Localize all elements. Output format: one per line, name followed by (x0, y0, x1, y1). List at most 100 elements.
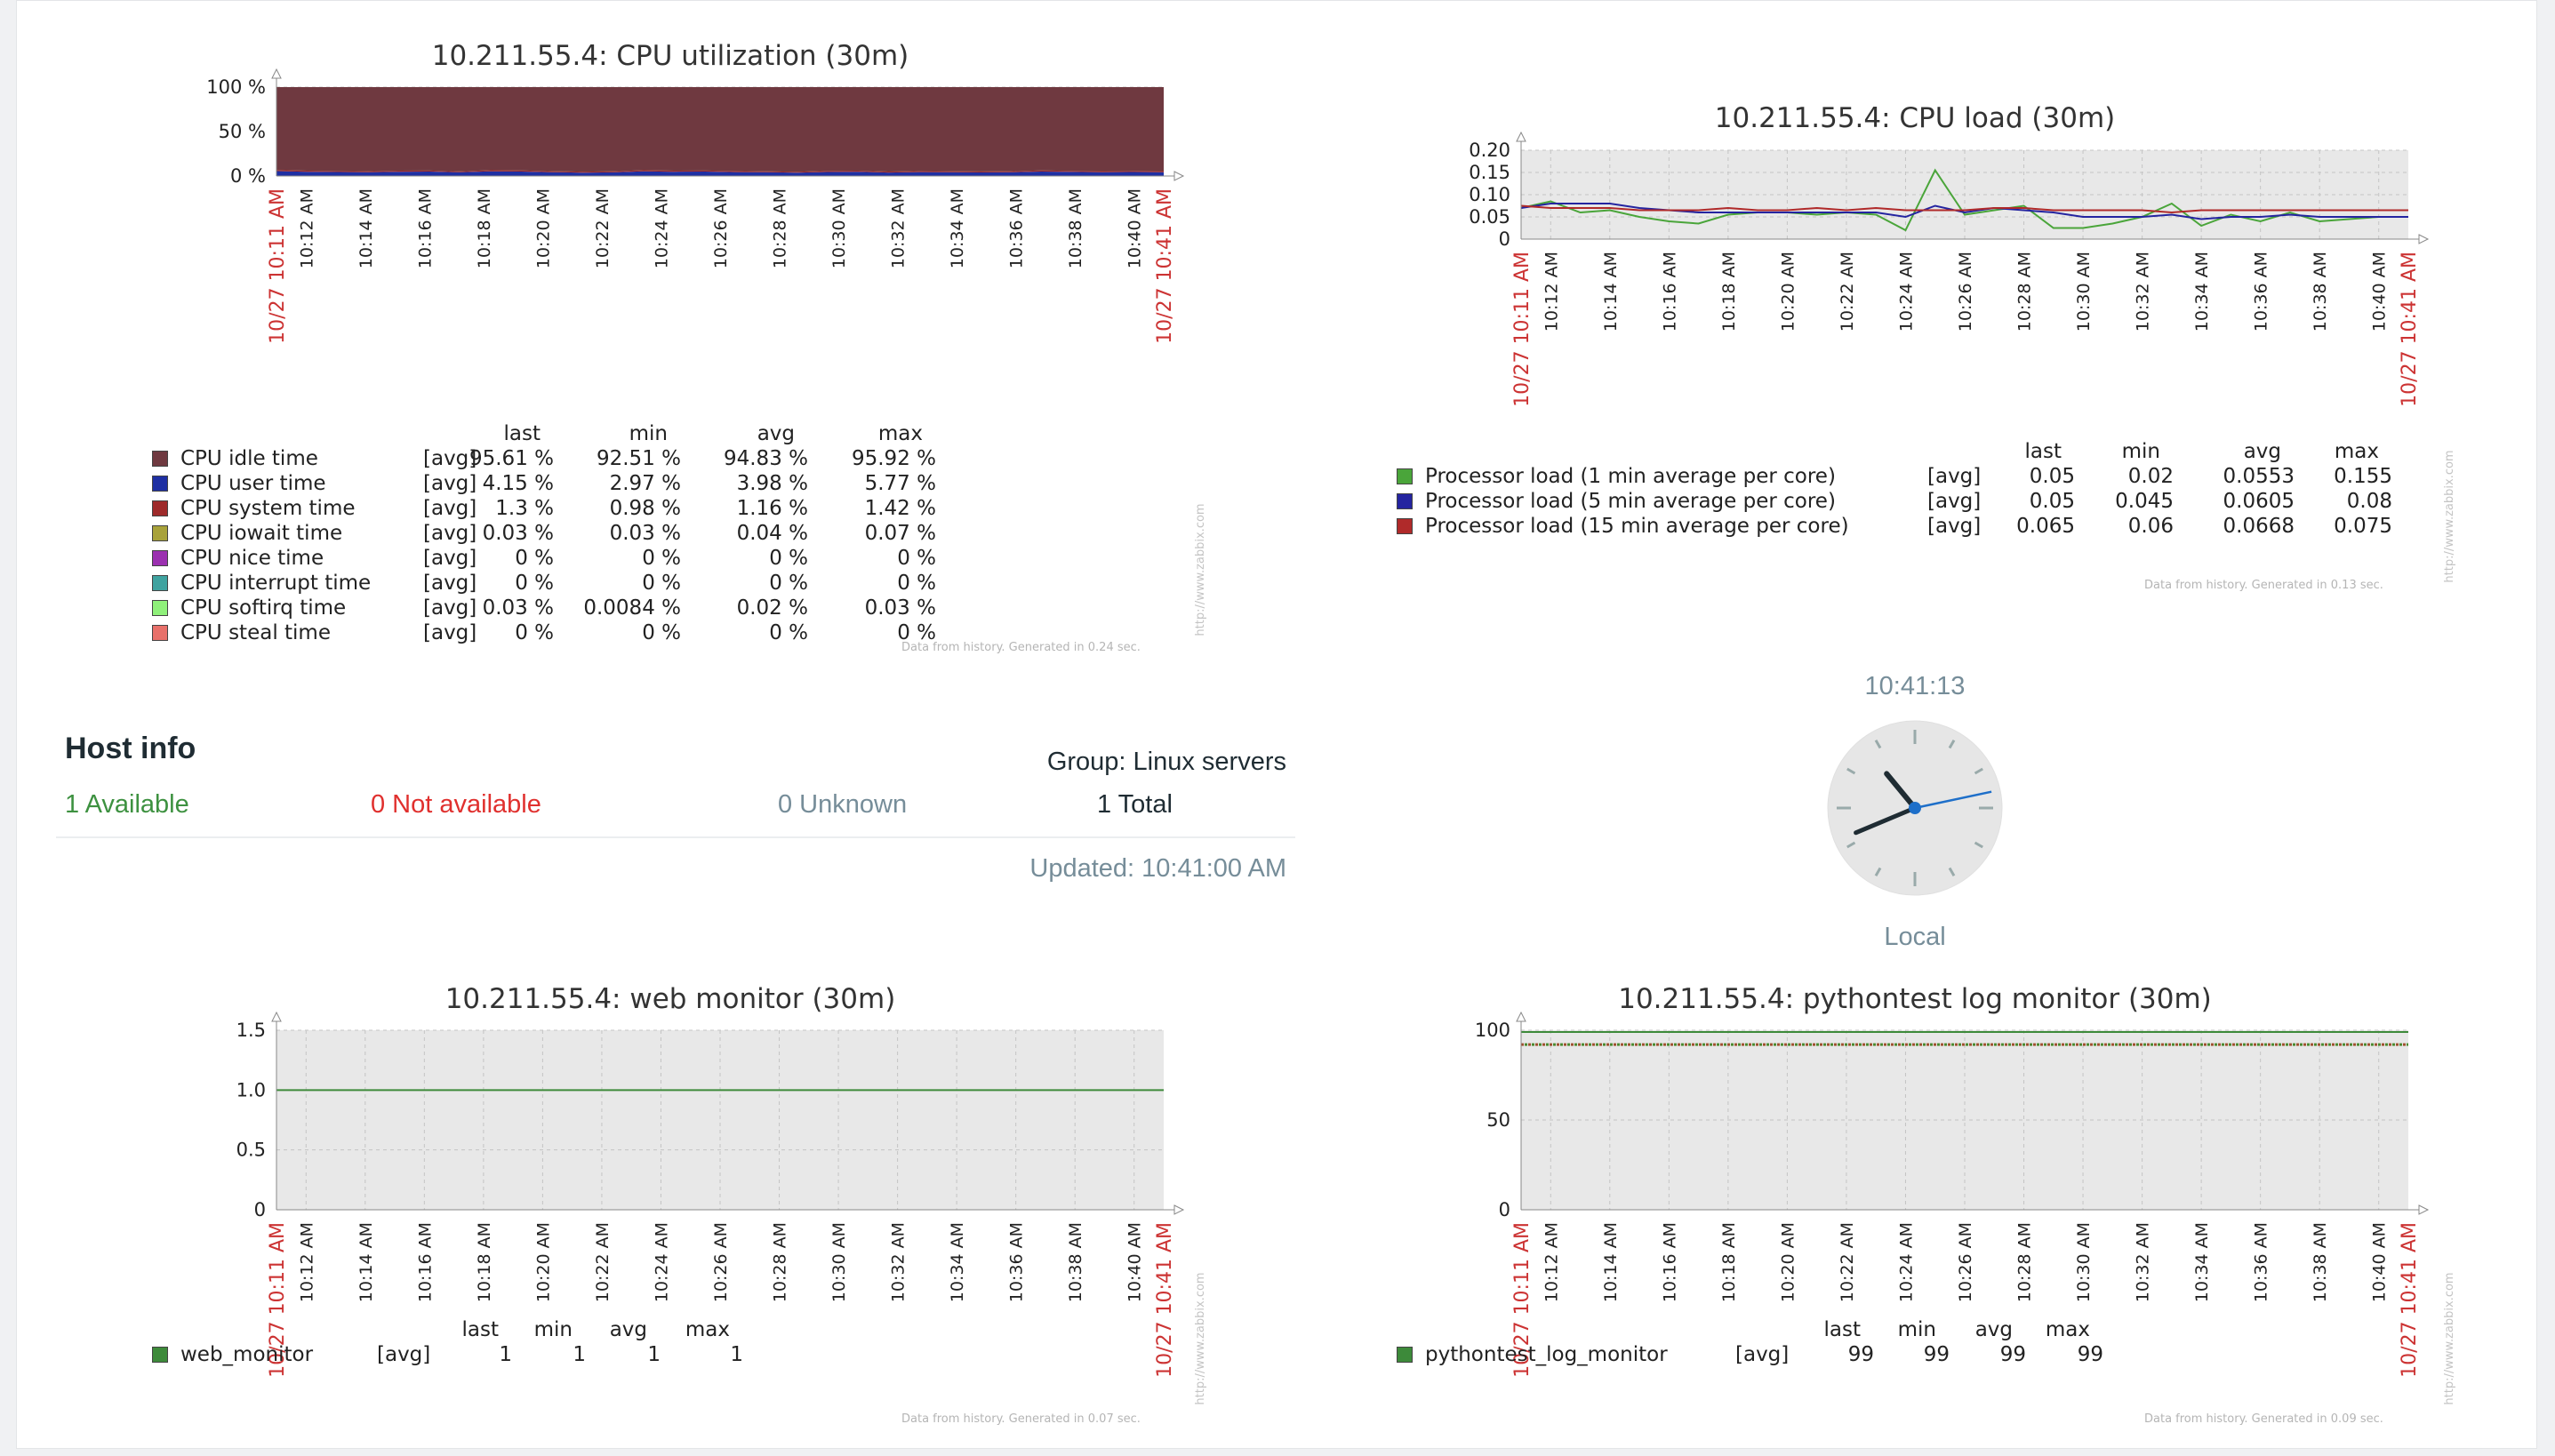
x-tick-label: 10:34 AM (948, 1222, 967, 1302)
clock-tick (1846, 841, 1856, 849)
x-tick-label: 10:22 AM (1838, 1222, 1857, 1302)
unknown-count[interactable]: 0 Unknown (778, 790, 908, 819)
available-count[interactable]: 1 Available (65, 790, 189, 819)
x-tick-label: 10:14 AM (356, 1222, 376, 1302)
clock-time: 10:41:13 (1864, 672, 1966, 700)
y-tick-label: 0 (254, 1199, 266, 1220)
legend-value-min: 0.03 % (609, 522, 681, 545)
y-tick-label: 100 (1475, 1020, 1510, 1041)
legend-header-min: min (2121, 440, 2160, 463)
clock-hour-hand (1884, 771, 1918, 811)
y-axis-arrow (271, 1011, 282, 1022)
x-tick-label: 10:26 AM (1956, 1222, 1975, 1302)
y-tick-label: 50 % (219, 121, 266, 142)
legend-header-last: last (503, 422, 541, 445)
x-tick-label: 10:28 AM (771, 188, 790, 268)
y-axis-arrow (271, 68, 282, 79)
legend-value-last: 0.03 % (482, 522, 554, 545)
y-tick-label: 0 (1499, 228, 1510, 250)
x-start-label: 10/27 10:11 AM (267, 1222, 289, 1378)
cpu-utilization-chart: 10.211.55.4: CPU utilization (30m) 100 % 5… (206, 40, 1207, 636)
clock-tick (1846, 767, 1856, 775)
pythontest-log-footer: Data from history. Generated in 0.09 sec… (2144, 1412, 2383, 1426)
total-count[interactable]: 1 Total (1097, 790, 1173, 819)
host-group-label[interactable]: Group: Linux servers (1046, 748, 1286, 776)
y-tick-label: 0 % (230, 165, 266, 187)
legend-item-label: web_monitor (180, 1343, 314, 1366)
cpu-load-legend: last min avg max Processor load (1 min avera… (1377, 99, 2524, 605)
legend-value-last: 0 % (515, 547, 554, 570)
legend-item-function: [avg] (423, 572, 477, 595)
clock-minute-hand (1854, 805, 1918, 836)
legend-value-max: 0 % (897, 547, 936, 570)
legend-value-last: 0 % (515, 621, 554, 644)
x-axis-arrow (1173, 1204, 1185, 1215)
legend-value-max: 1.42 % (864, 497, 936, 520)
x-tick-label: 10:30 AM (829, 1222, 849, 1302)
legend-value-avg: 0.0553 (2223, 465, 2295, 488)
legend-item-label: CPU softirq time (180, 596, 347, 620)
web-monitor-graph[interactable]: 10.211.55.4: web monitor (30m) 1.5 1.0 0.5 0… (132, 979, 1235, 1441)
x-tick-label: 10:26 AM (1956, 252, 1975, 332)
legend-value-min: 0 % (642, 572, 681, 595)
x-tick-label: 10:32 AM (889, 1222, 909, 1302)
y-tick-label: 50 (1486, 1109, 1510, 1131)
legend-value-avg: 0 % (769, 547, 808, 570)
legend-item-label: Processor load (5 min average per core) (1425, 490, 1836, 513)
clock-tick (1948, 867, 1956, 876)
legend-value-min: 0 % (642, 621, 681, 644)
legend-swatch (152, 451, 168, 467)
legend-item-label: CPU iowait time (180, 522, 343, 545)
x-tick-label: 10:28 AM (2015, 252, 2035, 332)
x-tick-label: 10:26 AM (711, 1222, 731, 1302)
legend-header-last: last (2024, 440, 2062, 463)
legend-swatch (1397, 518, 1413, 534)
legend-item-function: [avg] (1735, 1343, 1790, 1366)
clock-tick (1948, 740, 1956, 749)
zabbix-watermark: http://www.zabbix.com (2443, 450, 2456, 582)
clock-tick (1974, 841, 1983, 849)
legend-value-last: 0.065 (2016, 515, 2075, 538)
legend-value-last: 1 (499, 1343, 512, 1366)
y-axis-arrow (1516, 131, 1526, 142)
legend-item-function: [avg] (423, 497, 477, 520)
x-tick-label: 10:20 AM (533, 188, 553, 268)
x-tick-label: 10:40 AM (2370, 252, 2390, 332)
cpu-utilization-legend: last min avg max CPU idle time [avg] 95.61 % 92… (132, 36, 1235, 668)
x-tick-label: 10:18 AM (1719, 1222, 1739, 1302)
legend-item-label: CPU nice time (180, 547, 324, 570)
x-tick-label: 10:16 AM (415, 1222, 435, 1302)
legend-header-avg: avg (757, 422, 795, 445)
legend-value-avg: 94.83 % (723, 447, 808, 470)
x-tick-label: 10:22 AM (593, 188, 613, 268)
x-start-label: 10/27 10:11 AM (1511, 252, 1534, 407)
legend-swatch (152, 575, 168, 591)
legend-value-last: 0.05 (2029, 490, 2075, 513)
x-tick-label: 10:20 AM (1778, 1222, 1798, 1302)
pythontest-log-graph[interactable]: 10.211.55.4: pythontest log monitor (30m… (1377, 979, 2524, 1441)
legend-swatch (152, 625, 168, 641)
legend-item-function: [avg] (1927, 490, 1982, 513)
cpu-load-graph[interactable]: 10.211.55.4: CPU load (30m) 0.20 0.15 0.10 0… (1377, 99, 2524, 605)
legend-item-function: [avg] (377, 1343, 431, 1366)
cpu-utilization-graph[interactable]: 10.211.55.4: CPU utilization (30m) 100 % 5… (132, 36, 1235, 668)
not-available-count[interactable]: 0 Not available (371, 790, 541, 819)
x-tick-label: 10:40 AM (2370, 1222, 2390, 1302)
legend-swatch (152, 1347, 168, 1363)
analog-clock-icon (1827, 720, 2003, 896)
x-tick-label: 10:38 AM (1066, 1222, 1085, 1302)
legend-value-max: 99 (2077, 1343, 2103, 1366)
cpu-load-footer: Data from history. Generated in 0.13 sec… (2144, 579, 2383, 592)
legend-item-function: [avg] (1927, 515, 1982, 538)
legend-header-last: last (461, 1318, 500, 1341)
legend-value-max: 0.08 (2346, 490, 2392, 513)
x-tick-label: 10:12 AM (297, 188, 316, 268)
y-tick-label: 0.10 (1469, 184, 1510, 205)
x-tick-label: 10:22 AM (593, 1222, 613, 1302)
cpu-utilization-footer: Data from history. Generated in 0.24 sec… (901, 641, 1141, 654)
x-tick-label: 10:16 AM (1660, 252, 1679, 332)
x-tick-label: 10:40 AM (1125, 188, 1145, 268)
x-tick-label: 10:16 AM (415, 188, 435, 268)
x-tick-label: 10:30 AM (829, 188, 849, 268)
legend-header-max: max (2334, 440, 2379, 463)
